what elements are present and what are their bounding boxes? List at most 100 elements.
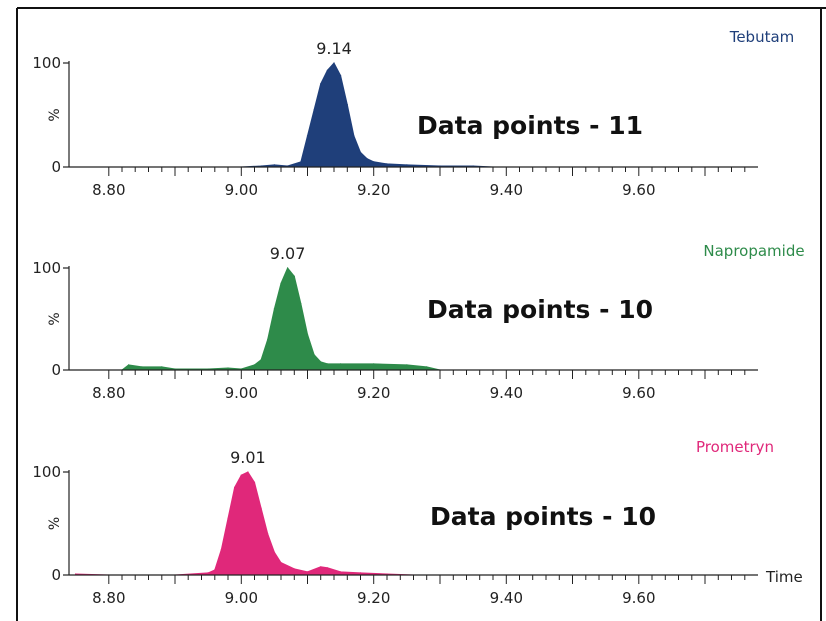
x-tick-label: 9.20 xyxy=(357,384,390,402)
data-point xyxy=(253,481,256,483)
y-axis-label: % xyxy=(47,108,63,121)
data-point xyxy=(280,562,282,564)
x-tick-label: 9.40 xyxy=(490,181,523,199)
data-point xyxy=(320,361,322,363)
data-point xyxy=(326,363,328,365)
data-point xyxy=(340,363,342,365)
data-points-annotation: Data points - 11 xyxy=(417,111,643,140)
data-point xyxy=(426,366,428,368)
x-tick-label: 9.00 xyxy=(225,384,258,402)
data-point xyxy=(273,308,275,310)
peak-label: 9.01 xyxy=(230,448,266,467)
data-points-annotation: Data points - 10 xyxy=(427,295,653,324)
data-point xyxy=(214,569,216,571)
x-tick-label: 9.60 xyxy=(622,384,655,402)
data-point xyxy=(141,366,143,368)
x-tick-label: 9.00 xyxy=(225,589,258,607)
chart-panel-prometryn xyxy=(63,470,758,584)
data-point xyxy=(174,368,176,370)
y-tick-label: 100 xyxy=(32,463,61,481)
data-point xyxy=(366,158,368,160)
data-point xyxy=(287,267,289,269)
data-point xyxy=(207,368,209,370)
peak-label: 9.14 xyxy=(316,39,352,58)
data-point xyxy=(373,161,375,163)
x-tick-label: 9.60 xyxy=(622,589,655,607)
data-point xyxy=(260,507,262,509)
data-point xyxy=(128,364,130,366)
data-point xyxy=(306,571,309,573)
y-tick-label: 0 xyxy=(51,566,61,584)
data-point xyxy=(326,69,328,71)
data-point xyxy=(300,303,302,305)
x-tick-label: 9.60 xyxy=(622,181,655,199)
x-tick-label: 9.20 xyxy=(357,181,390,199)
data-point xyxy=(340,74,342,77)
data-point xyxy=(280,282,282,284)
x-tick-label: 9.40 xyxy=(490,384,523,402)
data-point xyxy=(267,533,269,535)
data-point xyxy=(293,275,295,277)
data-point xyxy=(75,573,77,575)
data-point xyxy=(287,165,289,167)
chart-panel-napropamide xyxy=(63,266,758,379)
compound-name: Napropamide xyxy=(703,242,804,260)
data-point xyxy=(220,548,222,550)
data-point xyxy=(406,364,408,366)
data-point xyxy=(161,366,163,368)
data-point xyxy=(293,568,295,570)
data-point xyxy=(353,135,355,137)
data-point xyxy=(300,161,302,163)
data-point xyxy=(346,104,348,106)
data-point xyxy=(253,364,256,366)
data-point xyxy=(306,135,309,137)
data-point xyxy=(273,164,275,166)
data-point xyxy=(234,486,236,488)
data-point xyxy=(267,338,269,340)
data-point xyxy=(247,471,249,473)
y-tick-label: 100 xyxy=(32,54,61,72)
compound-name: Tebutam xyxy=(729,28,795,46)
data-point xyxy=(320,566,322,568)
data-point xyxy=(207,572,209,574)
data-point xyxy=(240,368,242,370)
data-point xyxy=(326,567,328,569)
y-axis-label: % xyxy=(47,517,63,530)
data-point xyxy=(260,165,262,167)
data-point xyxy=(406,164,408,166)
data-points-annotation: Data points - 10 xyxy=(430,502,656,531)
y-tick-label: 0 xyxy=(51,158,61,176)
data-point xyxy=(386,573,388,575)
x-tick-label: 8.80 xyxy=(92,384,125,402)
data-point xyxy=(273,551,275,553)
data-point xyxy=(333,62,335,64)
y-tick-label: 0 xyxy=(51,361,61,379)
x-tick-label: 9.40 xyxy=(490,589,523,607)
compound-name: Prometryn xyxy=(696,438,774,456)
peak-area-napropamide xyxy=(120,267,441,371)
data-point xyxy=(359,572,362,574)
data-point xyxy=(373,363,375,365)
x-tick-label: 8.80 xyxy=(92,589,125,607)
peak-label: 9.07 xyxy=(270,244,306,263)
y-tick-label: 100 xyxy=(32,259,61,277)
data-point xyxy=(227,367,229,369)
y-axis-label: % xyxy=(47,312,63,325)
data-point xyxy=(340,571,342,573)
data-point xyxy=(439,165,441,167)
data-point xyxy=(320,83,322,85)
data-point xyxy=(306,333,309,335)
x-axis-label: Time xyxy=(765,568,803,586)
data-point xyxy=(260,359,262,361)
data-point xyxy=(227,517,229,520)
data-point xyxy=(313,354,315,356)
data-point xyxy=(472,165,474,167)
data-point xyxy=(313,109,315,111)
data-point xyxy=(386,163,388,165)
data-point xyxy=(240,474,242,476)
x-tick-label: 8.80 xyxy=(92,181,125,199)
x-tick-label: 9.20 xyxy=(357,589,390,607)
